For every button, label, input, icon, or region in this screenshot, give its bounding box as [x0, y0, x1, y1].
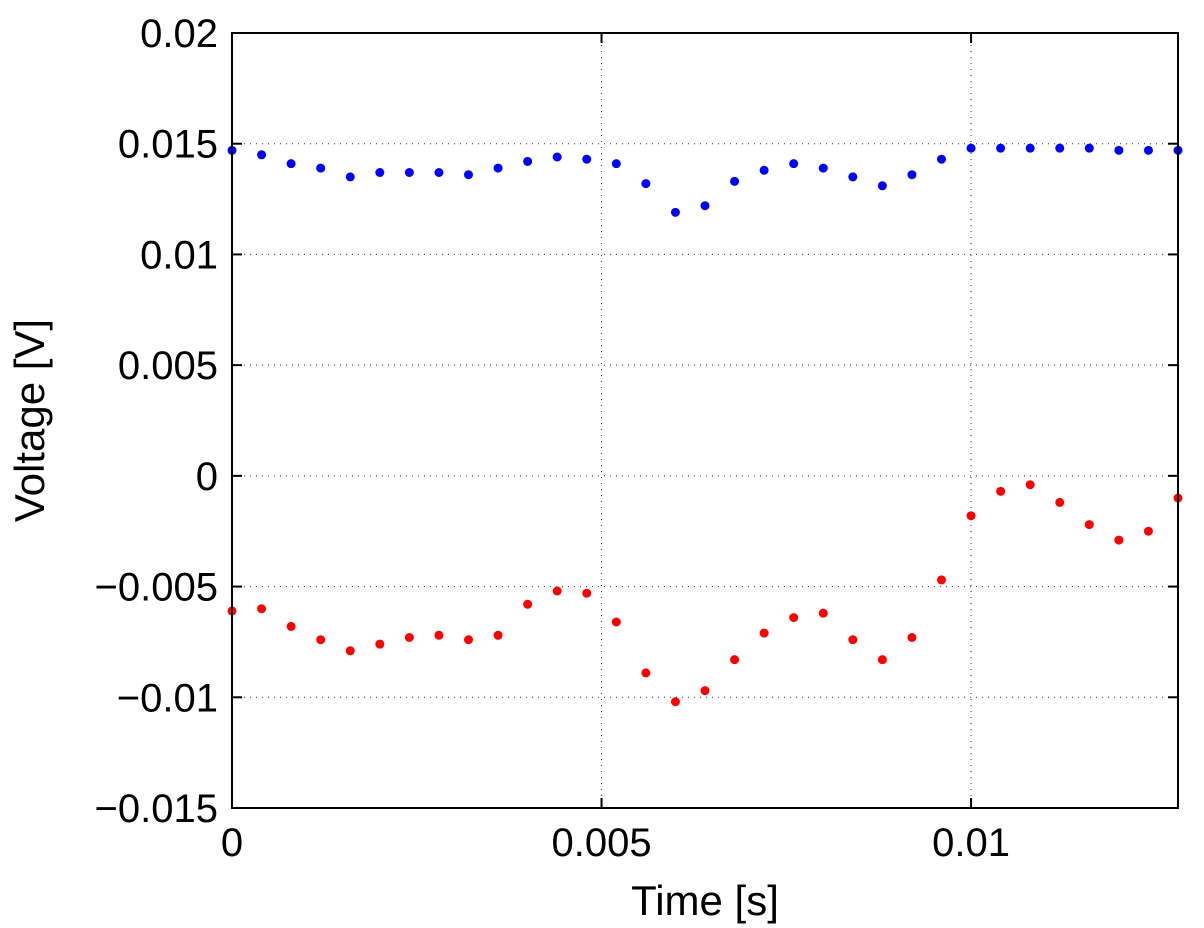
data-point [907, 633, 917, 642]
data-point [759, 165, 769, 175]
x-tick-label: 0.01 [932, 821, 1010, 865]
data-point [464, 635, 473, 645]
data-point [582, 154, 592, 164]
y-tick-label: −0.005 [95, 566, 218, 610]
data-point [345, 646, 355, 656]
data-point [1084, 520, 1094, 530]
data-point [789, 613, 799, 623]
plot-frame [231, 32, 1179, 809]
data-point [404, 633, 414, 642]
x-axis-label: Time [s] [631, 877, 779, 924]
data-point [670, 207, 680, 217]
data-point [434, 168, 444, 177]
data-point [552, 586, 562, 596]
data-point [316, 635, 326, 645]
data-point [789, 159, 799, 169]
data-point [523, 599, 533, 609]
x-tick-label: 0.005 [551, 821, 651, 865]
data-point [257, 150, 267, 160]
series-1 [227, 143, 1183, 217]
data-point [464, 170, 473, 180]
data-point [877, 181, 887, 191]
data-point [286, 159, 296, 169]
data-point [848, 635, 858, 645]
data-series [227, 143, 1183, 707]
data-point [966, 511, 976, 521]
data-point [877, 655, 887, 665]
data-point [937, 575, 946, 585]
data-point [700, 201, 710, 211]
data-point [1055, 143, 1065, 153]
data-point [286, 621, 296, 631]
axis-ticks: 0 0.005 0.01 −0.015 −0.01 −0.005 0 0.005 0.01 0.0… [95, 12, 1178, 865]
y-tick-label: −0.015 [95, 787, 218, 831]
data-point [1114, 535, 1124, 545]
data-point [345, 172, 355, 182]
data-point [759, 628, 769, 638]
y-tick-label: 0.015 [118, 123, 218, 167]
y-tick-label: 0.01 [140, 233, 218, 277]
data-point [611, 617, 621, 627]
data-point [434, 630, 444, 640]
data-point [375, 168, 385, 177]
data-point [375, 639, 385, 649]
y-tick-label: 0.005 [118, 344, 218, 388]
data-point [1143, 526, 1153, 536]
data-point [670, 697, 680, 707]
data-point [848, 172, 858, 182]
data-point [1025, 143, 1035, 153]
y-tick-label: 0.02 [140, 12, 218, 56]
data-point [611, 159, 621, 169]
data-point [493, 163, 503, 173]
data-point [1143, 145, 1153, 155]
data-point [937, 154, 946, 164]
data-point [1025, 480, 1035, 490]
y-tick-label: 0 [196, 455, 218, 499]
data-point [641, 668, 651, 678]
data-point [700, 686, 710, 696]
series-2 [227, 480, 1183, 707]
data-point [316, 163, 326, 173]
data-point [996, 143, 1006, 153]
data-point [257, 604, 267, 614]
data-point [552, 152, 562, 162]
data-point [966, 143, 976, 153]
data-point [1084, 143, 1094, 153]
data-point [523, 156, 533, 166]
data-point [1114, 145, 1124, 155]
y-tick-label: −0.01 [117, 676, 218, 720]
y-axis-label: Voltage [V] [6, 319, 53, 522]
data-point [907, 170, 917, 180]
data-point [818, 163, 828, 173]
data-point [996, 486, 1006, 496]
data-point [404, 168, 414, 177]
data-point [818, 608, 828, 618]
data-point [641, 179, 651, 189]
data-point [582, 588, 592, 598]
data-point [493, 630, 503, 640]
data-point [730, 176, 740, 186]
data-point [730, 655, 740, 665]
x-tick-label: 0 [221, 821, 243, 865]
data-point [1055, 497, 1065, 507]
